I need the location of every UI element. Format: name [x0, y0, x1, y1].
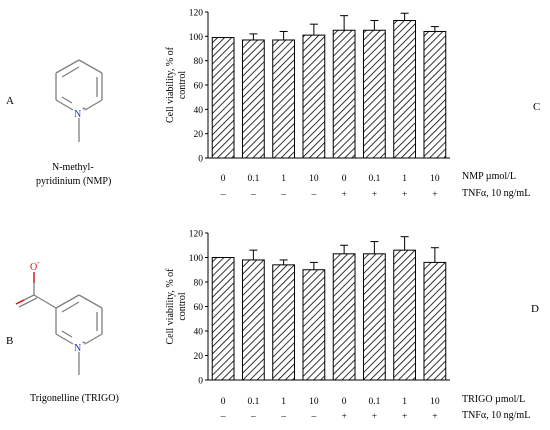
category-label: 0.1 — [247, 174, 259, 184]
category-label: 10 — [309, 174, 319, 184]
tnf-label: – — [220, 412, 226, 422]
y-axis-label-line1: Cell viability, % of — [165, 46, 176, 123]
nmp-caption-line1: N-methyl- — [52, 162, 94, 173]
tnf-label: + — [372, 190, 377, 200]
trigo-carbonyl-bond — [15, 299, 25, 305]
y-tick-label: 40 — [194, 106, 204, 116]
bar — [362, 29, 386, 159]
tnf-label: + — [402, 412, 407, 422]
nmp-nitrogen-charge: + — [82, 105, 86, 113]
y-tick-label: 0 — [198, 377, 203, 387]
category-label: 0.1 — [368, 174, 380, 184]
concentration-row-label: NMP µmol/L — [462, 171, 516, 182]
tnf-label: – — [280, 190, 286, 200]
tnf-row-label: TNFα, 10 ng/mL — [462, 410, 530, 421]
trigo-nitrogen-charge: + — [82, 339, 86, 347]
y-axis-label-line2: control — [177, 292, 188, 321]
category-label: 1 — [402, 397, 407, 407]
category-label: 10 — [309, 397, 319, 407]
bar — [272, 39, 296, 159]
bar — [362, 253, 386, 381]
tnf-label: + — [402, 190, 407, 200]
bar — [302, 34, 326, 159]
trigo-caption: Trigonelline (TRIGO) — [30, 393, 119, 404]
category-label: 0 — [342, 174, 347, 184]
bar — [393, 20, 417, 159]
bar — [423, 261, 447, 381]
concentration-row-label: TRIGO µmol/L — [462, 394, 525, 405]
trigo-structure — [15, 272, 103, 375]
tnf-label: + — [432, 190, 437, 200]
category-label: 10 — [430, 397, 440, 407]
bar — [302, 269, 326, 381]
tnf-label: – — [280, 412, 286, 422]
y-tick-label: 120 — [189, 230, 204, 240]
panel-label-c: C — [533, 101, 540, 113]
tnf-label: – — [220, 190, 226, 200]
category-label: 10 — [430, 174, 440, 184]
bar — [211, 37, 235, 159]
tnf-label: + — [341, 412, 346, 422]
panel-label-d: D — [531, 303, 539, 315]
nmp-nitrogen-atom: N — [74, 109, 81, 120]
bar — [423, 30, 447, 159]
y-tick-label: 60 — [194, 82, 204, 92]
category-label: 0.1 — [247, 397, 259, 407]
tnf-label: – — [311, 190, 317, 200]
tnf-label: + — [432, 412, 437, 422]
y-tick-label: 120 — [189, 9, 204, 19]
category-label: 0.1 — [368, 397, 380, 407]
trigo-nitrogen-atom: N — [74, 343, 81, 354]
tnf-label: + — [341, 190, 346, 200]
tnf-label: + — [372, 412, 377, 422]
y-tick-label: 40 — [194, 328, 204, 338]
nmp-caption-line2: pyridinium (NMP) — [36, 176, 111, 187]
y-tick-label: 80 — [194, 279, 204, 289]
y-tick-label: 100 — [189, 33, 204, 43]
tnf-row-label: TNFα, 10 ng/mL — [462, 188, 530, 199]
y-tick-label: 100 — [189, 254, 204, 264]
y-axis-label-line1: Cell viability, % of — [165, 268, 176, 345]
panel-label-a: A — [6, 95, 14, 107]
trigo-oxygen-atom: O — [30, 262, 37, 273]
bar — [393, 249, 417, 381]
bar — [241, 259, 265, 381]
category-label: 1 — [281, 174, 286, 184]
y-tick-label: 0 — [198, 155, 203, 165]
y-axis-label-line2: control — [177, 71, 188, 100]
y-tick-label: 20 — [194, 130, 204, 140]
category-label: 0 — [342, 397, 347, 407]
tnf-label: – — [311, 412, 317, 422]
bar — [272, 264, 296, 381]
bar — [332, 253, 356, 381]
category-label: 0 — [221, 397, 226, 407]
panel-label-b: B — [6, 335, 13, 347]
tnf-label: – — [250, 412, 256, 422]
y-tick-label: 80 — [194, 57, 204, 67]
trigo-oxygen-charge: - — [37, 258, 40, 267]
tnf-label: – — [250, 190, 256, 200]
category-label: 1 — [402, 174, 407, 184]
category-label: 0 — [221, 174, 226, 184]
bar — [241, 39, 265, 159]
y-tick-label: 20 — [194, 352, 204, 362]
category-label: 1 — [281, 397, 286, 407]
bar — [211, 257, 235, 381]
y-tick-label: 60 — [194, 303, 204, 313]
bar — [332, 29, 356, 159]
nmp-structure — [55, 59, 103, 142]
